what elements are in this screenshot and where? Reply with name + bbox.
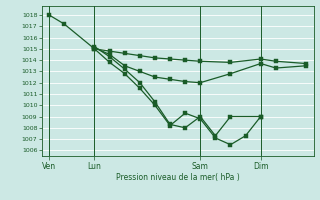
X-axis label: Pression niveau de la mer( hPa ): Pression niveau de la mer( hPa ): [116, 173, 239, 182]
